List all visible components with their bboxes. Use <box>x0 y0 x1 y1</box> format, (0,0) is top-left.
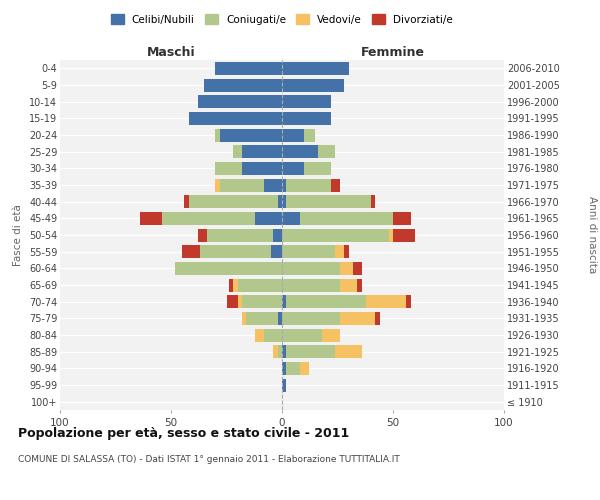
Bar <box>215 62 282 75</box>
Bar <box>215 178 220 192</box>
Bar <box>282 228 389 241</box>
Bar <box>322 328 340 342</box>
Bar <box>238 295 242 308</box>
Bar <box>282 362 286 375</box>
Bar <box>406 295 411 308</box>
Bar <box>317 145 335 158</box>
Bar <box>282 112 331 125</box>
Bar <box>282 328 322 342</box>
Bar <box>189 112 282 125</box>
Bar <box>229 278 233 291</box>
Bar <box>238 278 282 291</box>
Bar <box>367 295 406 308</box>
Bar <box>162 212 256 225</box>
Bar <box>278 312 282 325</box>
Bar <box>282 95 331 108</box>
Bar <box>353 262 362 275</box>
Bar <box>233 145 242 158</box>
Bar <box>393 212 411 225</box>
Bar <box>220 128 282 141</box>
Bar <box>282 78 344 92</box>
Text: COMUNE DI SALASSA (TO) - Dati ISTAT 1° gennaio 2011 - Elaborazione TUTTITALIA.IT: COMUNE DI SALASSA (TO) - Dati ISTAT 1° g… <box>18 455 400 464</box>
Bar <box>331 178 340 192</box>
Bar <box>271 245 282 258</box>
Bar <box>300 212 393 225</box>
Bar <box>278 345 282 358</box>
Bar <box>189 195 278 208</box>
Bar <box>282 245 335 258</box>
Bar <box>206 228 273 241</box>
Bar <box>371 195 375 208</box>
Bar <box>278 195 282 208</box>
Bar <box>282 312 340 325</box>
Legend: Celibi/Nubili, Coniugati/e, Vedovi/e, Divorziati/e: Celibi/Nubili, Coniugati/e, Vedovi/e, Di… <box>107 10 457 29</box>
Bar <box>215 128 220 141</box>
Bar <box>344 245 349 258</box>
Bar <box>242 145 282 158</box>
Bar <box>304 128 316 141</box>
Bar <box>286 295 367 308</box>
Bar <box>242 312 247 325</box>
Bar <box>242 295 282 308</box>
Bar <box>286 195 371 208</box>
Bar <box>282 278 340 291</box>
Bar <box>204 78 282 92</box>
Bar <box>200 245 271 258</box>
Bar <box>286 178 331 192</box>
Bar <box>282 128 304 141</box>
Bar <box>282 378 286 392</box>
Bar <box>282 178 286 192</box>
Text: Anni di nascita: Anni di nascita <box>587 196 597 274</box>
Bar <box>393 228 415 241</box>
Text: Femmine: Femmine <box>361 46 425 59</box>
Bar <box>184 195 189 208</box>
Bar <box>264 178 282 192</box>
Text: Maschi: Maschi <box>146 46 196 59</box>
Bar <box>304 162 331 175</box>
Bar <box>140 212 162 225</box>
Text: Popolazione per età, sesso e stato civile - 2011: Popolazione per età, sesso e stato civil… <box>18 428 349 440</box>
Bar <box>273 228 282 241</box>
Bar <box>197 228 206 241</box>
Bar <box>375 312 380 325</box>
Bar <box>220 178 264 192</box>
Bar <box>197 95 282 108</box>
Bar <box>264 328 282 342</box>
Bar <box>340 312 375 325</box>
Bar <box>282 212 300 225</box>
Bar <box>282 295 286 308</box>
Bar <box>335 245 344 258</box>
Bar <box>256 212 282 225</box>
Bar <box>389 228 393 241</box>
Bar <box>340 278 358 291</box>
Bar <box>340 262 353 275</box>
Y-axis label: Fasce di età: Fasce di età <box>13 204 23 266</box>
Bar <box>282 145 317 158</box>
Bar <box>242 162 282 175</box>
Bar <box>273 345 278 358</box>
Bar <box>182 245 200 258</box>
Bar <box>256 328 264 342</box>
Bar <box>282 262 340 275</box>
Bar <box>335 345 362 358</box>
Bar <box>358 278 362 291</box>
Bar <box>175 262 282 275</box>
Bar <box>282 345 286 358</box>
Bar <box>233 278 238 291</box>
Bar <box>247 312 278 325</box>
Bar <box>227 295 238 308</box>
Bar <box>286 345 335 358</box>
Bar <box>282 62 349 75</box>
Bar <box>282 195 286 208</box>
Bar <box>286 362 300 375</box>
Bar <box>300 362 308 375</box>
Bar <box>282 162 304 175</box>
Bar <box>215 162 242 175</box>
